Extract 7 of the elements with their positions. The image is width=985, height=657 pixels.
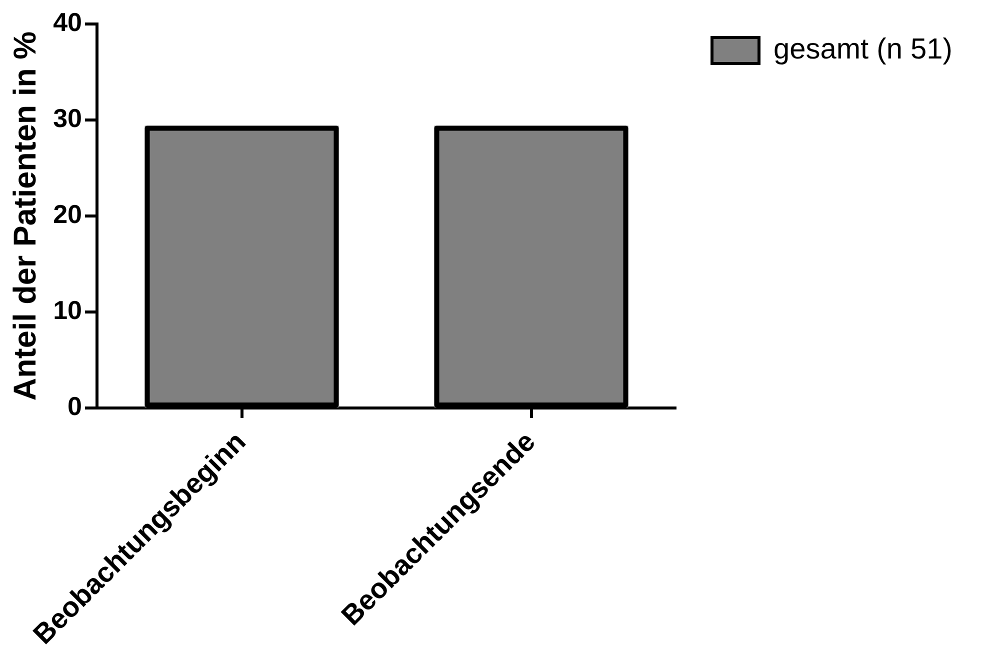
y-tick-label: 10	[53, 295, 82, 326]
y-tick-label: 40	[53, 7, 82, 38]
y-tick-label: 0	[68, 391, 82, 422]
y-tick-label: 20	[53, 199, 82, 230]
y-tick-label: 30	[53, 103, 82, 134]
legend-label: gesamt (n 51)	[774, 34, 952, 66]
y-axis-title: Anteil der Patienten in %	[6, 31, 43, 401]
